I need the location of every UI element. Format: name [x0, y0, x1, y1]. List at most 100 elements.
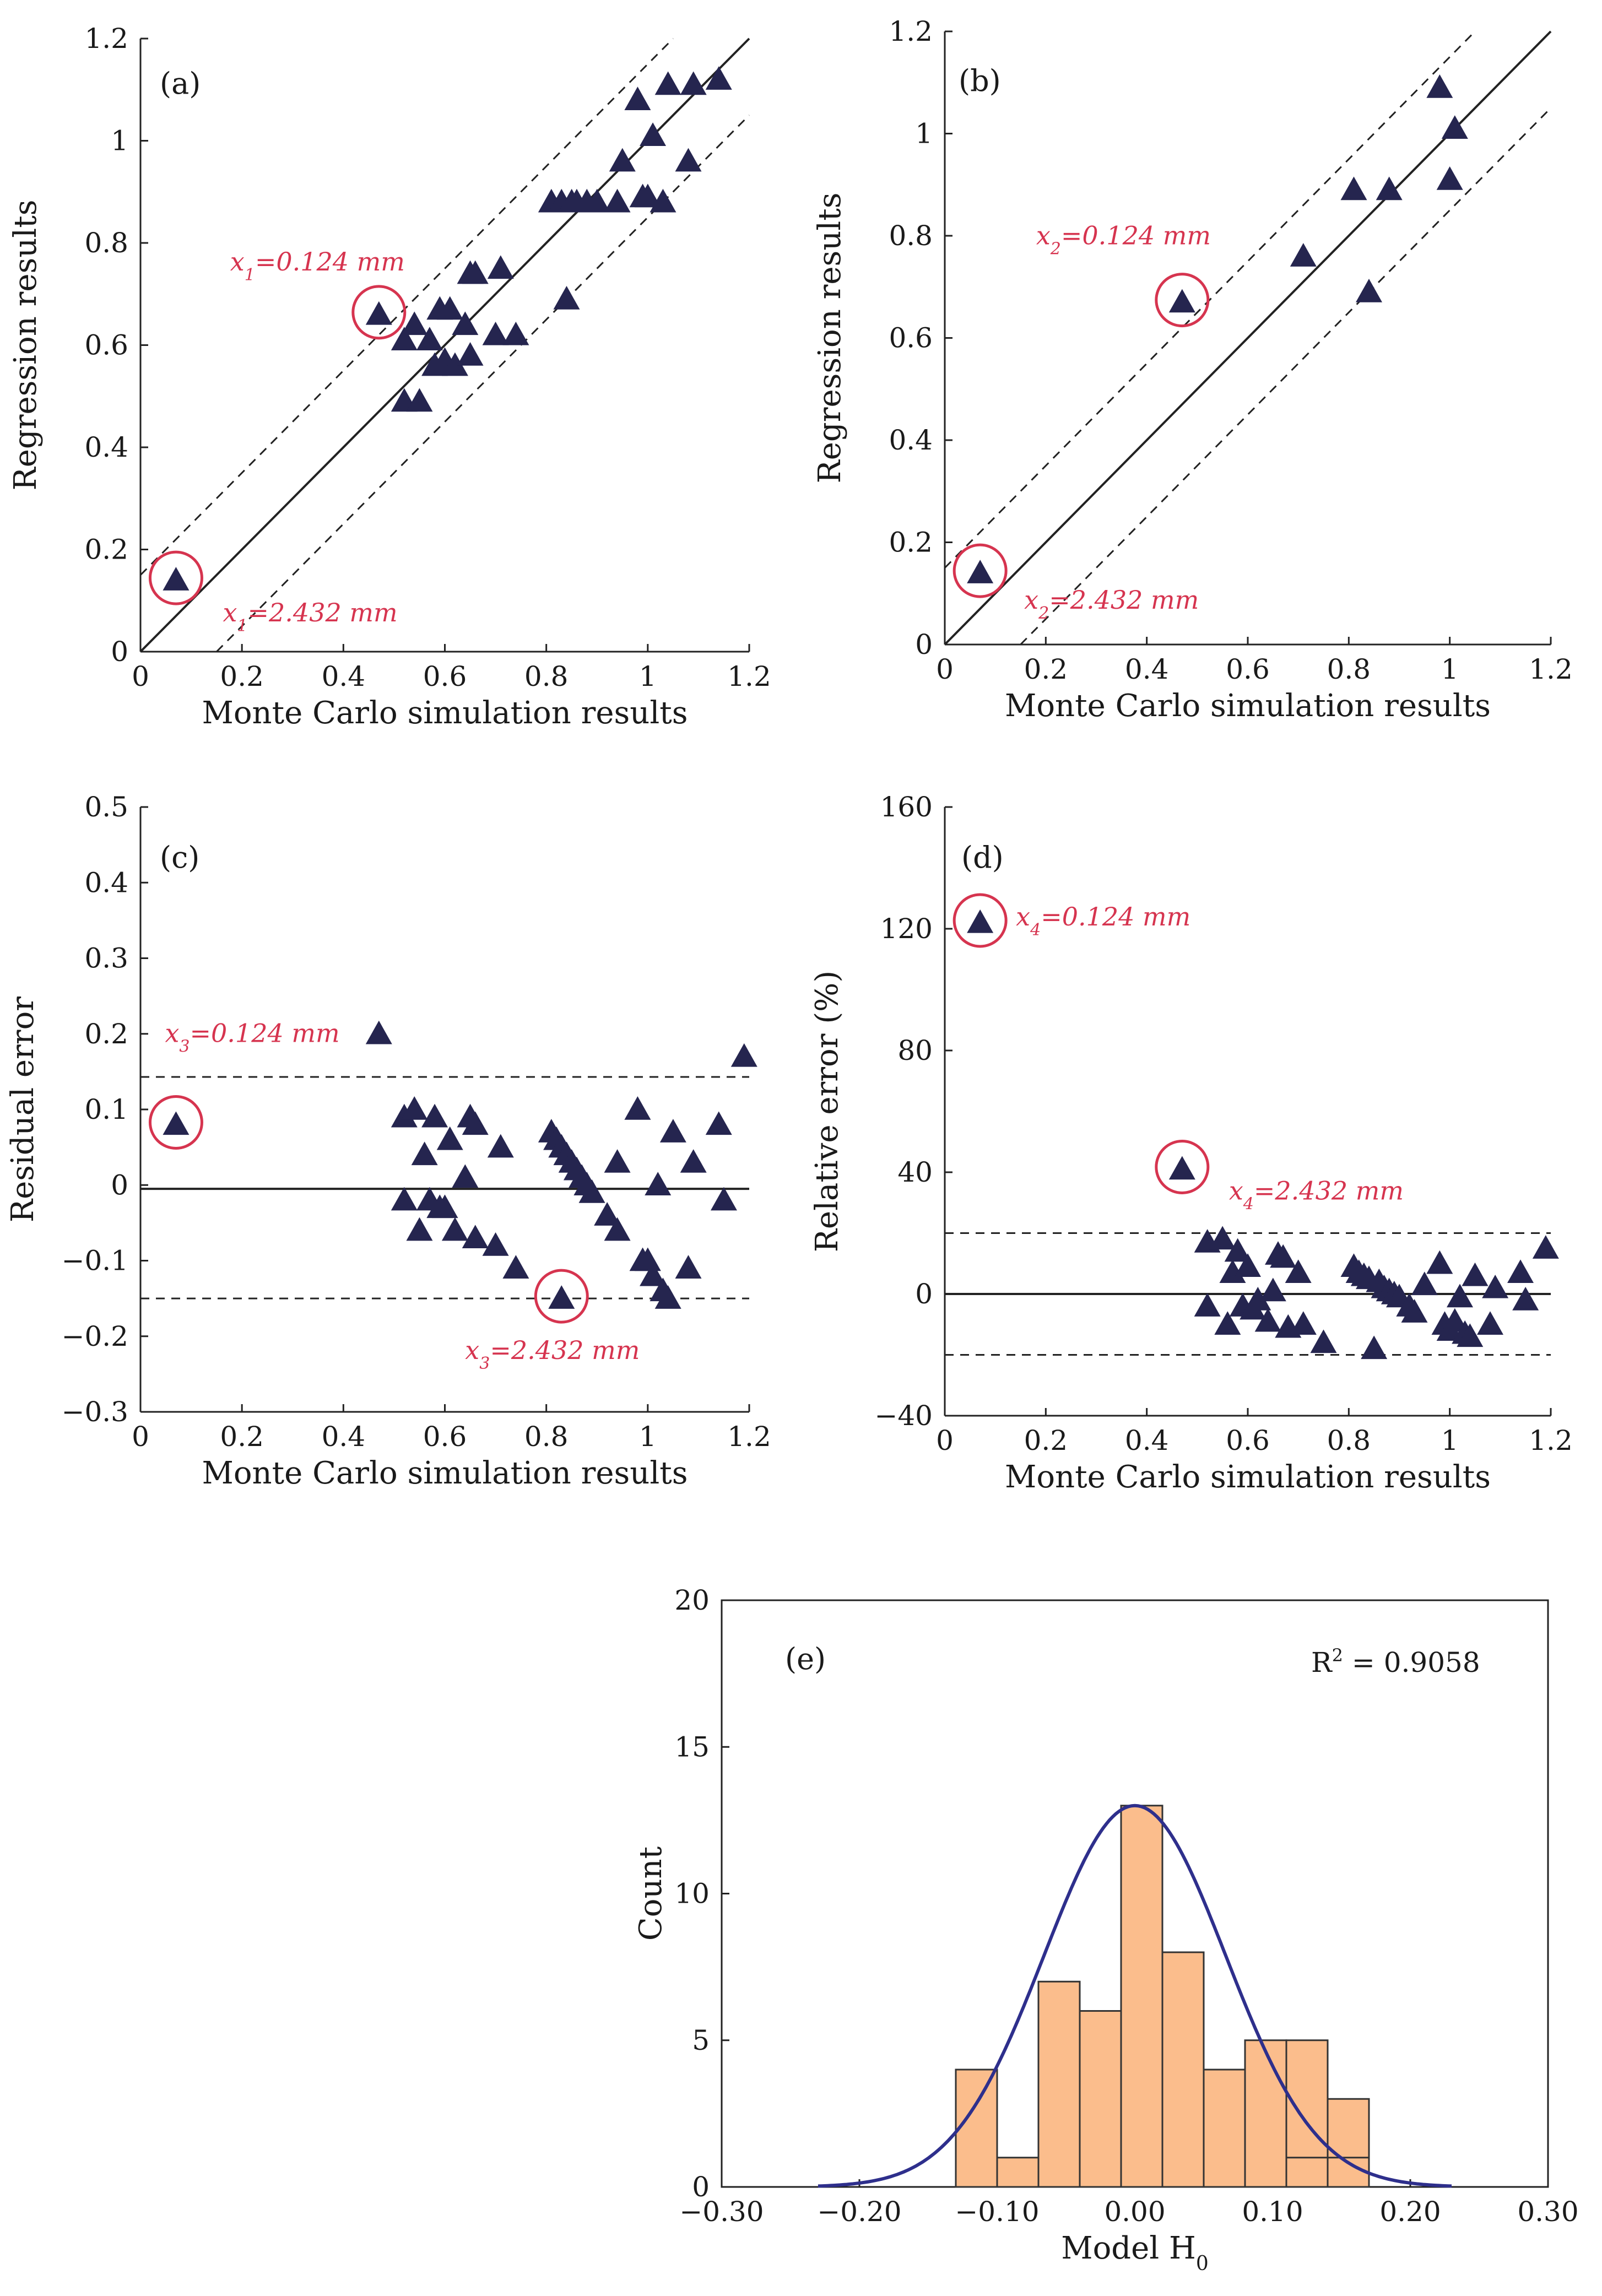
- data-point-marker: [654, 1285, 681, 1309]
- y-tick-label: 0: [111, 1169, 128, 1201]
- y-tick-label: 20: [674, 1584, 710, 1616]
- data-point-marker: [710, 1187, 737, 1211]
- data-point-marker: [1214, 1311, 1241, 1335]
- x-tick-label: 1.2: [727, 660, 771, 692]
- data-point-marker: [411, 1141, 438, 1166]
- annotation-label: x4=2.432 mm: [1229, 1176, 1404, 1214]
- panel-label: (b): [959, 63, 1001, 98]
- data-point-marker: [604, 188, 631, 213]
- y-axis-title: Regression results: [8, 200, 44, 491]
- panel-e: −0.30 −0.20 −0.10 0.00 0.10 0.20 0.3005101520M…: [633, 1584, 1579, 2275]
- y-tick-label: 0.4: [84, 867, 128, 898]
- data-point-marker: [640, 1262, 667, 1286]
- data-point-marker: [659, 1119, 686, 1142]
- data-point-marker: [391, 327, 418, 350]
- data-point-marker: [705, 66, 732, 90]
- annotation-label: x3=0.124 mm: [165, 1018, 339, 1056]
- y-tick-label: 0: [915, 629, 933, 660]
- data-point-marker: [482, 321, 509, 345]
- data-point-marker: [421, 1103, 448, 1128]
- annotation-label: x1=2.432 mm: [223, 598, 397, 636]
- data-point-marker: [391, 1187, 418, 1211]
- x-tick-label: 0.4: [322, 660, 366, 692]
- data-point-marker: [1532, 1235, 1559, 1259]
- data-point-marker: [365, 301, 392, 325]
- highlight-circle: [534, 1269, 589, 1324]
- x-tick-label: 0.8: [1327, 653, 1371, 685]
- y-tick-label: −40: [874, 1400, 933, 1432]
- data-point-marker: [1244, 1287, 1271, 1311]
- data-point-marker: [1310, 1329, 1337, 1353]
- data-point-marker: [624, 86, 651, 111]
- data-point-marker: [452, 1164, 479, 1188]
- data-point-marker: [436, 296, 463, 320]
- data-point-marker: [680, 71, 707, 95]
- highlight-circle: [1155, 1139, 1210, 1194]
- data-point-marker: [1512, 1287, 1539, 1311]
- y-tick-label: 0.8: [84, 227, 128, 259]
- data-point-marker: [967, 560, 994, 583]
- histogram-bar: [955, 2068, 998, 2188]
- x-tick-label: 1: [1441, 653, 1459, 685]
- y-tick-label: −0.2: [62, 1320, 128, 1352]
- bound-line-dashed: [944, 30, 1476, 568]
- y-tick-label: 0.6: [889, 322, 933, 354]
- y-tick-label: −0.1: [62, 1245, 128, 1277]
- x-axis-title: Monte Carlo simulation results: [202, 1455, 688, 1491]
- y-axis-title: Relative error (%): [809, 971, 845, 1252]
- histogram-bar: [1079, 2010, 1122, 2188]
- highlight-circle: [952, 543, 1008, 598]
- histogram-bar: [1203, 2068, 1246, 2188]
- data-point-marker: [594, 1202, 621, 1226]
- data-point-marker: [1441, 1308, 1468, 1332]
- x-tick-label: 0.2: [220, 1421, 264, 1453]
- data-point-marker: [416, 327, 443, 350]
- data-point-marker: [502, 321, 529, 345]
- data-point-marker: [675, 1255, 702, 1279]
- data-point-marker: [1436, 166, 1463, 190]
- annotation-subscript: 1: [245, 265, 255, 284]
- x-tick-label: 0.8: [524, 660, 569, 692]
- x-tick-label: 0.8: [524, 1421, 569, 1453]
- data-point-marker: [730, 1043, 757, 1067]
- data-point-marker: [1290, 243, 1317, 267]
- data-point-marker: [1376, 176, 1403, 201]
- panel-label: (a): [160, 66, 201, 101]
- x-tick-label: 1: [639, 660, 657, 692]
- annotation-variable: x: [465, 1335, 479, 1365]
- panel-label: (c): [160, 840, 199, 875]
- histogram-bar: [1161, 1951, 1205, 2188]
- bound-line-dashed: [1020, 107, 1552, 646]
- y-tick-label: 0.2: [84, 534, 128, 566]
- data-point-marker: [431, 1194, 458, 1219]
- panel-c: 0 0.2 0.4 0.6 0.8 1 1.2 −0.3 −0.2 −0.1 0 0.1 0.2 0.3 0…: [5, 791, 771, 1491]
- data-point-marker: [1411, 1271, 1438, 1296]
- x-axis-title: Model H0: [1061, 2230, 1209, 2275]
- highlight-circle: [952, 893, 1008, 948]
- x-tick-label: 0.4: [322, 1421, 366, 1453]
- annotation-value: =2.432 mm: [490, 1335, 640, 1365]
- y-tick-label: 5: [692, 2024, 710, 2056]
- annotation-label: x3=2.432 mm: [465, 1335, 640, 1373]
- annotation-subscript: 4: [1030, 920, 1041, 939]
- data-point-marker: [1168, 289, 1195, 313]
- annotation-subscript: 2: [1050, 239, 1061, 258]
- y-tick-label: 0.2: [889, 527, 933, 559]
- bound-line-dashed: [139, 37, 674, 576]
- data-point-marker: [1235, 1253, 1261, 1277]
- annotation-subscript: 1: [237, 616, 247, 636]
- y-tick-label: −0.3: [62, 1396, 128, 1428]
- data-point-marker: [553, 286, 580, 310]
- y-tick-label: 0.8: [889, 220, 933, 252]
- x-tick-label: 0.4: [1125, 653, 1169, 685]
- data-point-marker: [401, 1096, 428, 1120]
- annotation-value: =2.432 mm: [1049, 585, 1199, 615]
- annotation-subscript: 3: [179, 1037, 190, 1056]
- y-tick-label: 1: [915, 118, 933, 150]
- x-tick-label: 0: [936, 1425, 954, 1456]
- data-point-marker: [1477, 1311, 1503, 1335]
- panel-label: (d): [961, 840, 1004, 875]
- data-point-marker: [548, 1285, 575, 1309]
- y-tick-label: 1.2: [889, 15, 933, 47]
- annotation-value: =2.432 mm: [248, 598, 398, 627]
